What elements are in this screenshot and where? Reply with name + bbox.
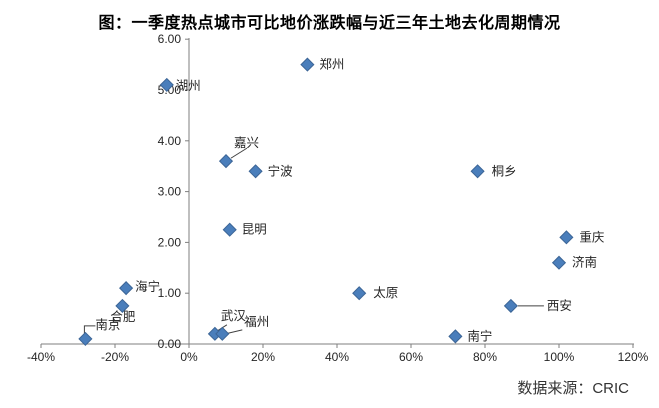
data-point-marker bbox=[119, 281, 134, 296]
data-point-label: 桐乡 bbox=[492, 164, 517, 178]
data-point-marker bbox=[115, 298, 130, 313]
data-point-label: 太原 bbox=[373, 285, 398, 300]
x-tick-label: 0% bbox=[180, 350, 198, 364]
data-point-marker bbox=[448, 329, 463, 344]
data-point-label: 福州 bbox=[244, 314, 269, 329]
data-point-label: 湖州 bbox=[176, 78, 201, 93]
x-tick-label: 20% bbox=[251, 350, 275, 364]
data-point-label: 济南 bbox=[572, 255, 597, 270]
x-tick-label: 80% bbox=[473, 350, 497, 364]
data-point-label: 西安 bbox=[547, 298, 572, 313]
data-point-marker bbox=[470, 164, 485, 179]
data-point-label: 重庆 bbox=[579, 229, 605, 244]
label-leader-line bbox=[230, 147, 248, 159]
y-tick-label: 6.00 bbox=[158, 32, 182, 46]
data-source-label: 数据来源：CRIC bbox=[517, 380, 629, 397]
y-tick-label: 2.00 bbox=[158, 235, 182, 249]
data-point-marker bbox=[248, 164, 263, 179]
data-point-marker bbox=[222, 222, 237, 237]
data-point-label: 海宁 bbox=[135, 279, 160, 294]
label-leader-line bbox=[83, 325, 96, 334]
data-point-label: 合肥 bbox=[110, 309, 136, 324]
data-point-label: 宁波 bbox=[268, 163, 294, 178]
data-point-label: 武汉 bbox=[221, 309, 247, 323]
data-point-marker bbox=[551, 255, 567, 270]
data-point-label: 南宁 bbox=[467, 328, 492, 343]
x-tick-label: -40% bbox=[27, 350, 55, 364]
data-point-label: 嘉兴 bbox=[234, 136, 259, 150]
data-point-marker bbox=[559, 230, 574, 245]
y-tick-label: 4.00 bbox=[158, 134, 182, 148]
data-point-marker bbox=[300, 57, 315, 72]
data-point-marker bbox=[78, 331, 93, 346]
y-tick-label: 0.00 bbox=[158, 337, 182, 351]
chart-title: 图：一季度热点城市可比地价涨跌幅与近三年土地去化周期情况 bbox=[98, 15, 561, 32]
y-tick-label: 3.00 bbox=[158, 185, 182, 199]
data-point-marker bbox=[503, 298, 518, 313]
x-tick-label: 100% bbox=[544, 350, 575, 364]
x-tick-label: 60% bbox=[399, 350, 423, 364]
x-tick-label: -20% bbox=[101, 350, 129, 364]
data-point-marker bbox=[207, 326, 222, 341]
data-point-marker bbox=[159, 77, 174, 92]
x-tick-label: 120% bbox=[618, 350, 649, 364]
data-point-label: 南京 bbox=[95, 317, 120, 332]
data-point-marker bbox=[218, 154, 234, 169]
data-point-label: 郑州 bbox=[319, 57, 344, 72]
data-point-label: 昆明 bbox=[242, 223, 267, 237]
y-tick-label: 1.00 bbox=[158, 286, 182, 300]
data-point-marker bbox=[215, 326, 230, 341]
data-point-marker bbox=[352, 286, 367, 301]
x-tick-label: 40% bbox=[325, 350, 349, 364]
